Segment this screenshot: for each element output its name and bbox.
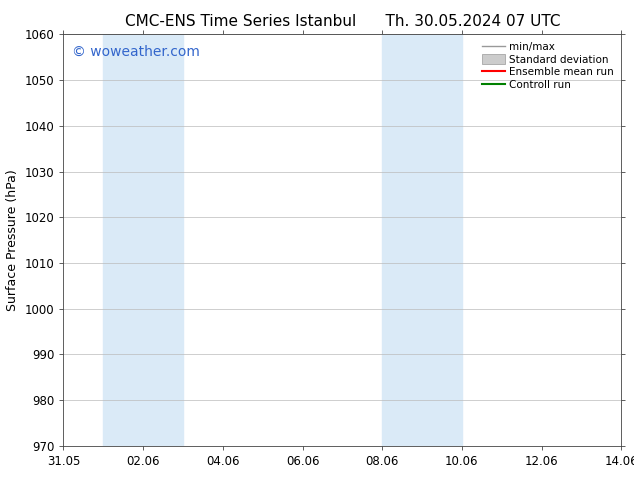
Y-axis label: Surface Pressure (hPa): Surface Pressure (hPa) [6,169,19,311]
Text: © woweather.com: © woweather.com [72,45,200,59]
Bar [382,34,422,446]
Bar [103,34,183,446]
Bar [422,34,462,446]
Legend: min/max, Standard deviation, Ensemble mean run, Controll run: min/max, Standard deviation, Ensemble me… [480,40,616,93]
Title: CMC-ENS Time Series Istanbul      Th. 30.05.2024 07 UTC: CMC-ENS Time Series Istanbul Th. 30.05.2… [125,14,560,29]
